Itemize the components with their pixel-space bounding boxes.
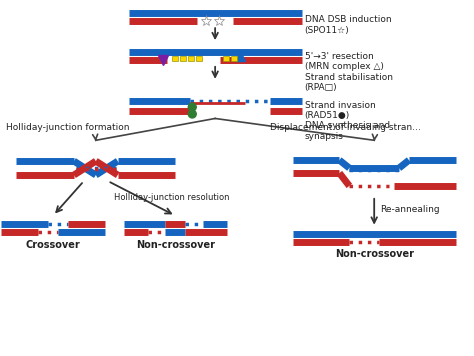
Text: 5'→3' resection
(MRN complex △)
Strand stabilisation
(RPA□): 5'→3' resection (MRN complex △) Strand s… [305, 52, 392, 92]
Circle shape [188, 103, 196, 111]
Text: Holliday-junction formation: Holliday-junction formation [6, 124, 130, 132]
Text: Displacement of invading stran…: Displacement of invading stran… [270, 124, 421, 132]
Bar [180, 57, 186, 62]
Bar [188, 57, 194, 62]
Text: Crossover: Crossover [26, 240, 81, 250]
Bar [231, 57, 237, 62]
Text: Holliday-junction resolution: Holliday-junction resolution [114, 193, 229, 202]
Circle shape [188, 110, 196, 118]
Bar [173, 57, 178, 62]
Bar [196, 57, 202, 62]
Text: Non-crossover: Non-crossover [335, 250, 414, 260]
Text: DNA DSB induction
(SPO11☆): DNA DSB induction (SPO11☆) [305, 15, 391, 35]
Text: Re-annealing: Re-annealing [380, 205, 440, 214]
Bar [223, 57, 229, 62]
Text: Strand invasion
(RAD51●)
DNA synthesis and
synapsis: Strand invasion (RAD51●) DNA synthesis a… [305, 101, 390, 141]
Text: Non-crossover: Non-crossover [136, 240, 215, 250]
